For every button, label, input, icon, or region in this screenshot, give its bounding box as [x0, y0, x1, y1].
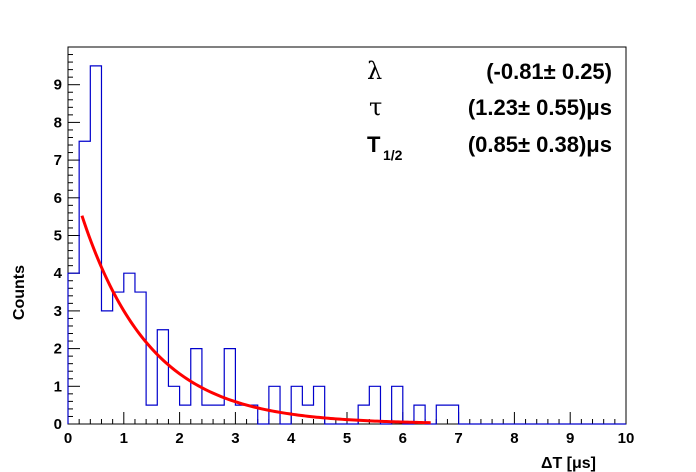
- x-tick-label: 9: [566, 430, 574, 447]
- y-tick-label: 6: [54, 190, 62, 207]
- x-tick-label: 8: [510, 430, 518, 447]
- y-tick-label: 0: [54, 416, 62, 433]
- x-tick-label: 2: [175, 430, 183, 447]
- y-tick-label: 7: [54, 152, 62, 169]
- half-life-symbol: T: [367, 132, 381, 157]
- x-tick-label: 7: [454, 430, 462, 447]
- y-tick-label: 3: [54, 303, 62, 320]
- x-tick-label: 10: [618, 430, 635, 447]
- tau-symbol: τ: [369, 93, 382, 121]
- y-tick-label: 4: [54, 265, 63, 282]
- x-tick-label: 6: [399, 430, 407, 447]
- x-axis-title: ΔT [μs]: [541, 455, 596, 472]
- x-tick-label: 4: [287, 430, 296, 447]
- half-life-subscript: 1/2: [383, 147, 403, 163]
- y-tick-label: 1: [54, 378, 62, 395]
- x-tick-label: 1: [120, 430, 128, 447]
- fit-curve-exponential: [80, 215, 431, 425]
- lambda-symbol: λ: [367, 57, 382, 85]
- x-tick-label: 3: [231, 430, 239, 447]
- lambda-value: (-0.81± 0.25): [486, 59, 612, 84]
- x-tick-label: 5: [343, 430, 351, 447]
- tau-value: (1.23± 0.55)μs: [468, 95, 612, 120]
- x-axis-ticks: 0 1 2 3 4 5 6 7 8 9 10: [64, 412, 635, 447]
- y-axis-title: Counts: [11, 265, 28, 320]
- histogram-series-data: [67, 65, 626, 425]
- fit-results-legend: λ (-0.81± 0.25) τ (1.23± 0.55)μs T 1/2 (…: [367, 57, 612, 163]
- x-tick-label: 0: [64, 430, 72, 447]
- y-tick-label: 5: [54, 228, 62, 245]
- y-tick-label: 8: [54, 114, 62, 131]
- y-tick-label: 2: [54, 341, 62, 358]
- y-axis-ticks: 0 1 2 3 4 5 6 7 8 9: [54, 54, 80, 433]
- half-life-value: (0.85± 0.38)μs: [468, 132, 612, 157]
- y-tick-label: 9: [54, 77, 62, 94]
